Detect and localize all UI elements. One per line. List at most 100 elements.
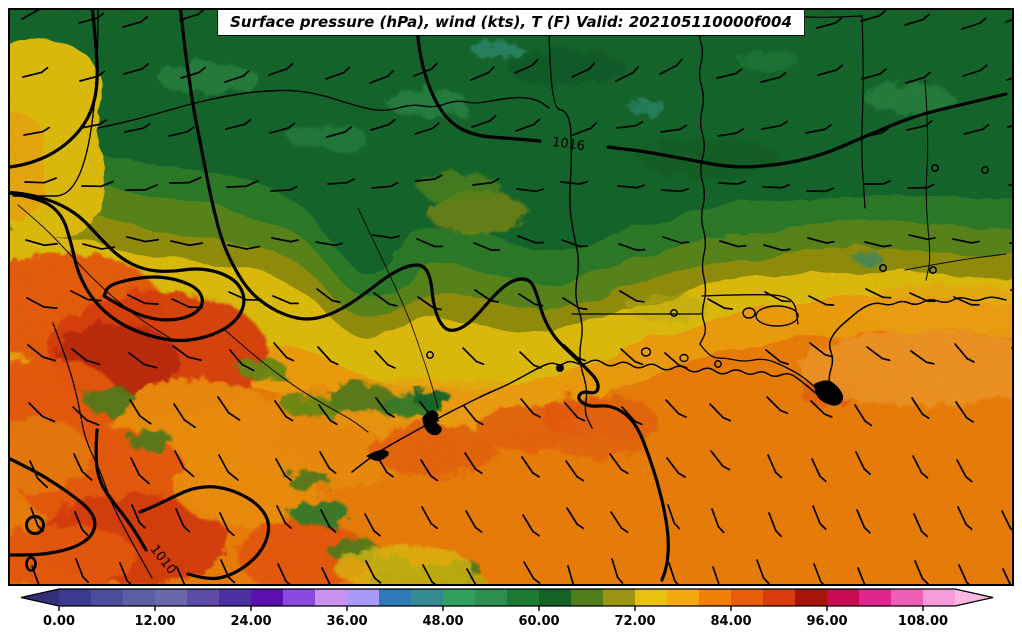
wind-barb [365,560,382,584]
wind-barb [26,297,58,309]
isobar [94,428,148,552]
wind-barb [861,68,888,80]
wind-barb [762,184,790,189]
wind-barb [369,70,395,84]
colorbar-tick-label: 72.00 [614,614,655,629]
wind-barb [665,399,687,418]
wind-barb [809,342,834,358]
isobar [8,456,97,557]
wind-barb [130,457,150,485]
wind-barb [123,63,150,75]
wind-barb [471,114,497,128]
wind-barb [376,455,394,478]
wind-barb [416,238,443,248]
colorbar-arrow-right [955,589,993,606]
wind-barb [566,507,585,530]
texture-overlay [8,8,1014,586]
wind-barb [414,122,440,135]
wind-barb [168,126,195,137]
wind-barb [717,128,745,137]
wind-barb [961,17,987,30]
wind-barb [23,126,50,136]
wind-barb [129,399,152,425]
wind-barb [857,567,872,586]
lake-outline [742,307,756,319]
wind-barb [1002,568,1014,586]
wind-barb [617,184,646,189]
isobar [138,485,271,581]
wind-barb [375,397,395,418]
calm-wind-circle [879,264,887,272]
wind-barb [611,558,624,584]
border-line [224,329,369,433]
water-features [366,305,844,461]
wind-barb [911,397,930,420]
wind-barb [372,234,400,239]
colorbar-segment [763,589,796,606]
wind-barb [229,349,255,372]
isobar [8,190,246,343]
wind-barb [75,558,89,584]
wind-barb [220,559,236,584]
wind-barb [616,121,644,129]
wind-barb [719,240,747,248]
wind-barb [664,352,688,369]
border-line [699,343,827,399]
wind-barb [768,512,782,538]
wind-barb [808,295,835,306]
colorbar-segment [379,589,412,606]
wind-barb [855,451,871,475]
border-line [17,204,171,339]
wind-barb [520,398,541,418]
wind-barb [271,237,299,243]
wind-barb [709,403,732,422]
wind-barb [420,459,439,482]
wind-barb [962,64,988,77]
calm-wind-circle [981,166,989,174]
wind-barb [619,290,645,303]
wind-barb [276,505,292,529]
colorbar-segment [187,589,220,606]
colorbar-segment [155,589,188,606]
colorbar-segment [59,589,92,606]
isobar [178,8,670,582]
wind-barb [805,124,832,134]
wind-barb [413,62,438,77]
wind-barb [29,460,49,489]
wind-barb [171,298,204,309]
border-line [52,322,153,579]
wind-barb [1007,121,1014,128]
calm-wind-circle [929,266,937,274]
wind-barb [79,70,106,82]
wind-barb [131,504,146,529]
wind-barb [373,292,398,307]
wind-barb [957,506,973,531]
wind-barb [764,291,791,303]
wind-barb [327,178,355,185]
wind-barb [522,514,540,537]
wind-barb [761,120,788,130]
isobar [102,275,204,322]
wind-barb [315,241,343,247]
wind-barb [807,237,835,244]
wind-barb [667,504,681,530]
wind-barb [518,293,544,307]
wind-barb [72,406,100,426]
wind-barb [71,348,101,365]
calm-wind-circle [931,164,939,172]
wind-barb [465,510,483,533]
colorbar-tick-label: 96.00 [806,614,847,629]
wind-barb [474,289,500,303]
isobar [414,8,542,143]
wind-barb [316,288,341,304]
wind-barb [615,66,639,82]
wind-barb [866,346,891,362]
wind-barb [226,180,259,188]
colorbar-tick-label: 48.00 [422,614,463,629]
colorbar: 0.00 12.00 24.00 36.00 48.00 60.00 72.00 84.00 9… [20,588,994,629]
colorbar-tick-label: 36.00 [326,614,367,629]
wind-barb [856,509,871,534]
lake-outline [679,353,689,363]
wind-barb [370,118,396,131]
